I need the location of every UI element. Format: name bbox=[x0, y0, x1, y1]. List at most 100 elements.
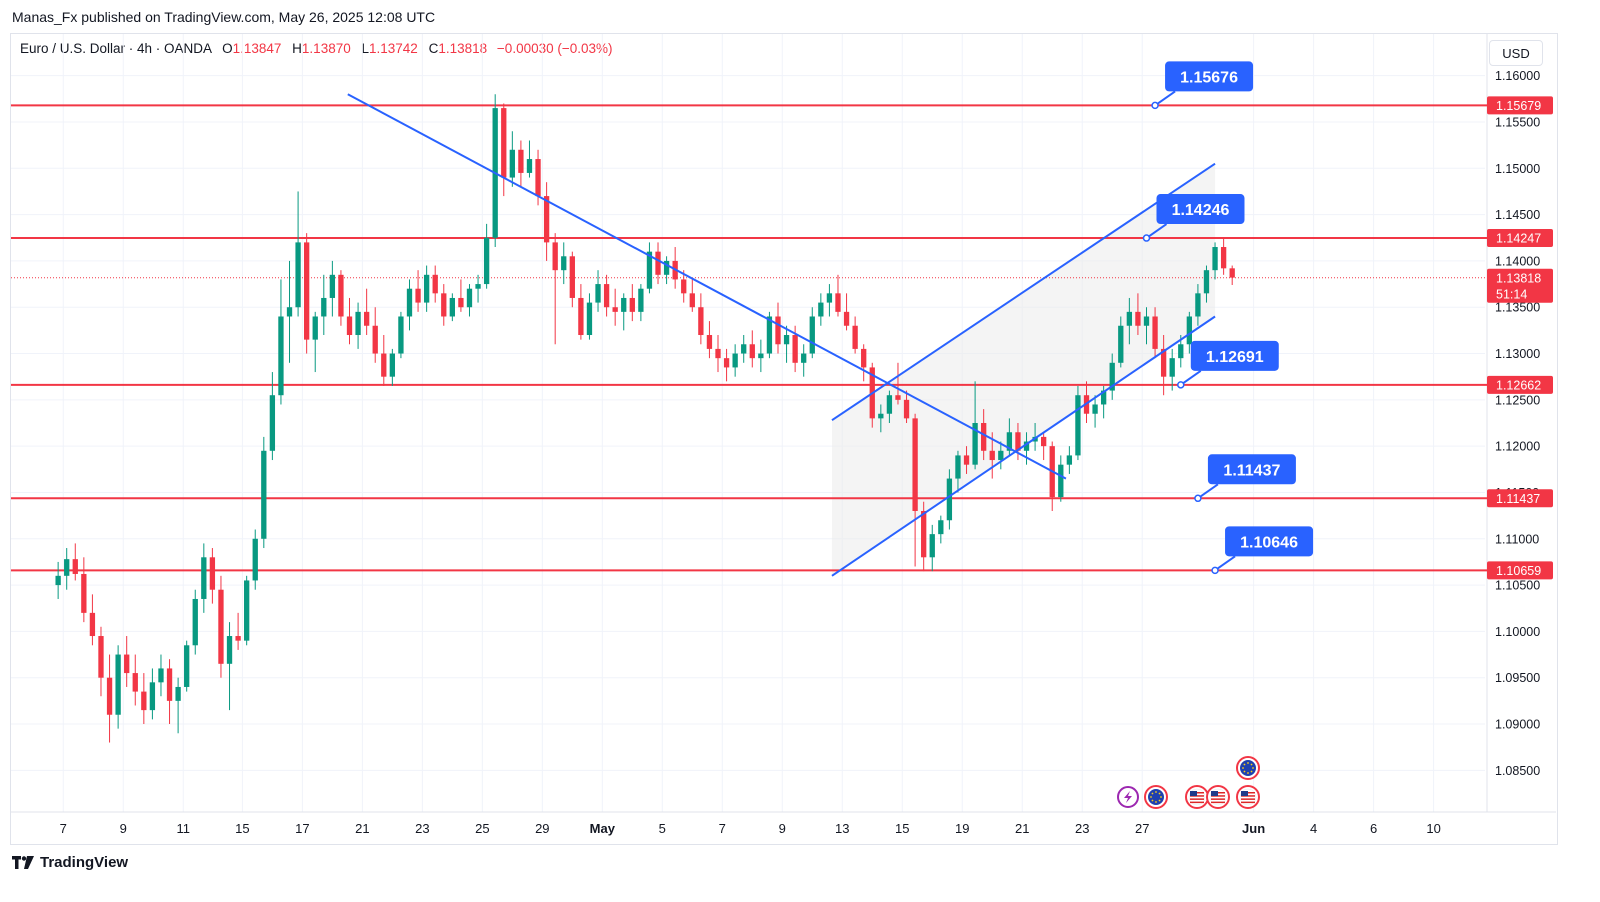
symbol-legend[interactable]: Euro / U.S. Dollar · 4h · OANDA O1.13847… bbox=[20, 41, 613, 56]
candle-body bbox=[861, 348, 867, 368]
eu-star bbox=[1150, 796, 1152, 798]
candle-body bbox=[1186, 316, 1192, 345]
lightning-icon[interactable] bbox=[1117, 786, 1139, 808]
level-price-badge bbox=[1487, 375, 1553, 394]
callout-connector bbox=[1180, 370, 1202, 386]
candle-body bbox=[269, 395, 276, 451]
candle-body bbox=[209, 557, 216, 590]
price-tick-label: 1.11000 bbox=[1495, 532, 1539, 546]
candle-body bbox=[826, 293, 833, 303]
time-tick-label: 7 bbox=[719, 821, 726, 836]
chart-grid bbox=[11, 34, 1556, 813]
legend-symbol: Euro / U.S. Dollar · 4h · OANDA bbox=[20, 41, 212, 56]
candle-body bbox=[458, 297, 464, 308]
us-flag-icon[interactable] bbox=[1185, 785, 1209, 809]
callout-box bbox=[1190, 340, 1279, 371]
callout-connector bbox=[1145, 223, 1168, 239]
callout-box bbox=[1207, 454, 1296, 485]
eu-star bbox=[1252, 767, 1254, 769]
callout-price: 1.15676 bbox=[1180, 69, 1238, 86]
currency-button[interactable]: USD bbox=[1489, 40, 1543, 66]
candle-body bbox=[1195, 293, 1201, 317]
candle-body bbox=[946, 478, 953, 521]
candle-body bbox=[792, 335, 798, 363]
candle-body bbox=[886, 395, 893, 414]
candle-body bbox=[723, 358, 730, 368]
level-price-badge bbox=[1487, 489, 1553, 508]
candle-body bbox=[106, 677, 113, 715]
candle-body bbox=[175, 686, 181, 701]
descending-trendline bbox=[347, 93, 1067, 480]
candle-body bbox=[286, 307, 293, 317]
legend-close-label: C bbox=[428, 41, 439, 56]
candle-body bbox=[1203, 270, 1210, 294]
legend-open-label: O bbox=[222, 41, 233, 56]
candle-body bbox=[329, 274, 336, 298]
candle-body bbox=[466, 288, 473, 308]
candle-body bbox=[938, 520, 944, 535]
level-price-badge-label: 1.14247 bbox=[1496, 232, 1541, 246]
candle-body bbox=[312, 316, 318, 340]
candle-body bbox=[346, 316, 353, 336]
candle-body bbox=[1152, 316, 1158, 349]
candle-body bbox=[475, 284, 481, 289]
candles bbox=[55, 94, 1235, 743]
candle-body bbox=[963, 455, 970, 465]
time-tick-label: 9 bbox=[120, 821, 127, 836]
price-axis: 1.16000 1.15500 1.15000 1.14500 1.14000 1.135… bbox=[1487, 69, 1553, 778]
last-price-label: 1.13818 bbox=[1496, 271, 1541, 285]
candle-body bbox=[595, 284, 601, 303]
candle-body bbox=[766, 316, 773, 354]
chart-frame bbox=[10, 33, 1558, 845]
time-tick-label: 23 bbox=[1075, 821, 1089, 836]
level-price-badge-label: 1.15679 bbox=[1496, 99, 1541, 113]
candle-body bbox=[1126, 311, 1133, 326]
candle-body bbox=[432, 274, 438, 294]
us-flag-icon[interactable] bbox=[1206, 785, 1230, 809]
us-canton bbox=[1190, 791, 1197, 796]
tradingview-logo[interactable]: TradingView bbox=[12, 854, 128, 871]
candle-body bbox=[98, 636, 104, 678]
callout-box bbox=[1156, 194, 1245, 225]
time-tick-label: 6 bbox=[1370, 821, 1377, 836]
legend-high: 1.13870 bbox=[301, 41, 351, 56]
callout-box bbox=[1165, 61, 1254, 92]
us-flag-icon[interactable] bbox=[1236, 785, 1260, 809]
candle-body bbox=[398, 316, 404, 354]
channel-fill bbox=[831, 163, 1216, 576]
time-tick-label: 19 bbox=[955, 821, 969, 836]
time-tick-label: 7 bbox=[60, 821, 67, 836]
price-callouts: 1.15676 1.14246 1.12691 1.11437 1.10646 bbox=[1142, 61, 1314, 575]
candle-body bbox=[1118, 325, 1124, 363]
time-tick-label: 25 bbox=[475, 821, 489, 836]
candle-body bbox=[441, 293, 447, 317]
candle-body bbox=[526, 159, 533, 173]
candle-body bbox=[981, 423, 987, 451]
price-tick-label: 1.13000 bbox=[1495, 347, 1540, 361]
time-tick-label: May bbox=[590, 821, 616, 836]
candle-body bbox=[244, 580, 250, 641]
candle-body bbox=[55, 575, 61, 586]
time-tick-label: 5 bbox=[659, 821, 666, 836]
candle-body bbox=[732, 353, 738, 368]
time-tick-label: 13 bbox=[835, 821, 849, 836]
level-price-badge-label: 1.11437 bbox=[1496, 492, 1540, 506]
candle-body bbox=[612, 307, 618, 312]
legend-low-label: L bbox=[361, 41, 370, 56]
eu-flag-icon[interactable] bbox=[1144, 785, 1168, 809]
eu-star bbox=[1242, 767, 1244, 769]
candle-body bbox=[261, 450, 267, 539]
candle-body bbox=[775, 316, 781, 345]
candle-body bbox=[689, 293, 695, 308]
candle-body bbox=[115, 654, 121, 715]
price-tick-label: 1.09000 bbox=[1495, 718, 1540, 732]
candle-body bbox=[698, 307, 704, 336]
candle-body bbox=[835, 293, 841, 312]
eu-flag-icon[interactable] bbox=[1236, 756, 1260, 780]
us-stripe bbox=[1211, 798, 1225, 800]
callout-price: 1.14246 bbox=[1172, 202, 1230, 219]
candle-body bbox=[921, 510, 927, 558]
price-tick-label: 1.08500 bbox=[1495, 764, 1540, 778]
candle-body bbox=[1160, 348, 1167, 377]
